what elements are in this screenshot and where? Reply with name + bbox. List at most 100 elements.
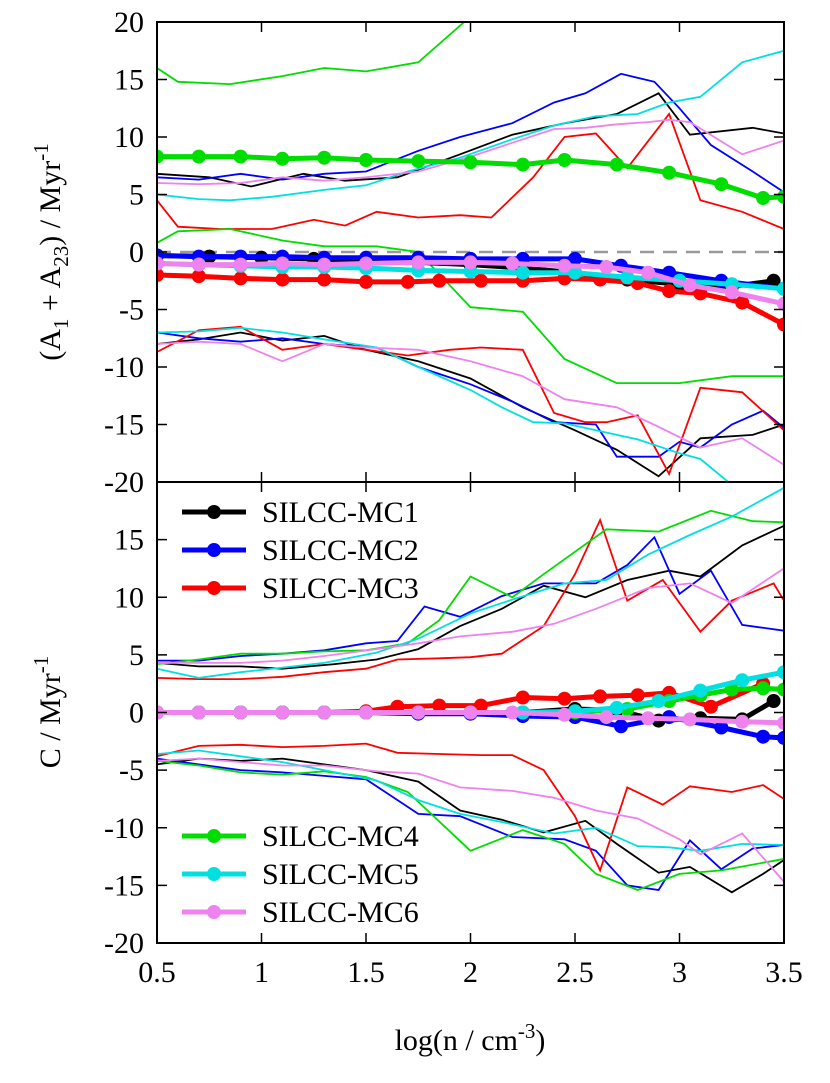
y-tick-label: -10 [104,351,144,384]
silcc-mc3-top-lower-envelope [157,325,784,477]
y-tick-label: 10 [114,581,144,614]
silcc-mc3-bottom-point [703,699,718,714]
silcc-mc2-bottom-point [777,730,784,745]
silcc-mc6-bottom-point [735,714,750,729]
silcc-mc6-bottom-point [317,705,332,720]
silcc-mc3-top-point [191,269,206,284]
silcc-mc5-bottom-point [777,665,784,680]
silcc-mc3-top-point [317,272,332,287]
silcc-mc4-top-point [275,151,290,166]
silcc-mc6-bottom-point [682,712,697,727]
silcc-mc6-bottom-point [411,705,426,720]
silcc-mc6-top-point [411,255,426,270]
silcc-mc4-top-point [777,189,784,204]
y-tick-label: 5 [129,179,144,212]
silcc-mc4-legend-label: SILCC-MC4 [262,820,419,853]
silcc-mc4-top-point [662,165,677,180]
silcc-mc5-top-point [777,281,784,296]
silcc-mc2-top-upper-envelope [157,72,784,193]
silcc-mc6-bottom-point [777,715,784,730]
bottom-panel-y-axis-label: C / Myr-1 [29,656,67,769]
x-tick-label: 3.5 [765,956,803,989]
silcc-mc5-bottom-point [735,673,750,688]
silcc-mc6-top-upper-envelope [157,118,784,186]
silcc-mc1-top-point [766,273,781,288]
silcc-mc6-top-point [157,256,164,271]
x-axis-label: log(n / cm-3) [395,1019,546,1057]
top-panel-series [157,22,784,482]
silcc-mc4-top-point [557,153,572,167]
silcc-mc6-top-point [641,265,656,280]
silcc-mc5-top-point [568,265,582,280]
silcc-mc3-top-point [473,273,488,288]
silcc-mc4-top-point [714,177,729,192]
silcc-mc6-top-point [599,260,614,274]
silcc-mc2-bottom-upper-envelope [157,535,784,662]
silcc-mc4-top-point [157,149,164,164]
silcc-mc5-bottom-point [651,694,666,708]
x-tick-label: 1 [254,956,269,989]
y-tick-label: 15 [114,64,144,97]
silcc-mc4-top-point [515,157,530,172]
silcc-mc3-top-upper-envelope [157,112,784,230]
y-tick-label: 20 [114,6,144,39]
silcc-mc4-top-point [191,149,206,164]
silcc-mc6-bottom-point [557,707,572,722]
silcc-mc6-legend-label: SILCC-MC6 [262,896,419,929]
silcc-mc5-top-point [515,265,530,280]
silcc-mc4-bottom-point [756,681,771,696]
silcc-mc3-bottom-point [432,698,447,713]
x-tick-label: 2 [463,956,478,989]
y-tick-label: 0 [129,236,144,269]
silcc-mc5-top-lower-envelope [157,326,730,482]
silcc-mc5-bottom-lower-envelope [157,749,784,852]
silcc-mc1-top-lower-envelope [157,331,784,478]
silcc-mc1-bottom-upper-envelope [157,524,784,670]
silcc-mc4-bottom-upper-envelope [157,509,784,665]
silcc-mc3-top-point [275,272,290,287]
silcc-mc5-top-point [620,270,635,285]
y-tick-label: -15 [104,409,144,442]
y-tick-label: -10 [104,812,144,845]
silcc-mc6-top-point [724,285,739,300]
silcc-mc6-bottom-point [599,710,614,725]
y-tick-label: 15 [114,524,144,557]
silcc-mc6-top-point [463,255,478,270]
silcc-mc2-top-point [568,251,582,266]
silcc-mc5-bottom-point [609,700,624,715]
silcc-mc3-top-point [432,273,447,288]
silcc-mc4-bottom-point [777,682,784,697]
silcc-mc2-bottom-point [756,729,771,744]
axis-ticks [156,21,785,944]
silcc-mc4-top-upper-envelope [157,22,465,86]
y-tick-label: -20 [104,927,144,960]
silcc-mc6-bottom-point [505,705,520,720]
silcc-mc3-bottom-point [557,691,572,706]
silcc-mc6-top-point [359,256,373,271]
silcc-mc4-top-point [463,155,478,170]
silcc-mc3-top-point [662,284,677,299]
silcc-mc4-top-point [359,153,373,167]
silcc-mc2-legend-marker [207,543,221,557]
y-tick-label: -5 [119,754,144,787]
silcc-mc1-bottom-point [766,694,781,708]
silcc-mc1-legend-marker [207,505,221,519]
y-tick-label: 10 [114,121,144,154]
y-tick-label: 0 [129,697,144,730]
silcc-mc5-legend-marker [207,867,221,881]
silcc-mc5-bottom-point [693,683,708,698]
silcc-mc2-bottom-point [714,720,729,735]
silcc-mc6-bottom-point [641,711,656,726]
silcc-mc3-bottom-lower-envelope [157,742,784,873]
silcc-mc6-bottom-point [359,705,373,720]
silcc-mc4-top-point [317,150,332,165]
silcc-mc2-legend-label: SILCC-MC2 [262,534,419,567]
silcc-mc3-bottom-point [630,688,645,703]
silcc-mc1-top-upper-envelope [157,92,784,188]
silcc-mc3-top-point [735,295,750,310]
silcc-mc3-top-point [157,268,164,282]
silcc-mc3-bottom-upper-envelope [157,517,784,680]
y-tick-label: 5 [129,639,144,672]
silcc-mc6-bottom-point [233,705,248,720]
